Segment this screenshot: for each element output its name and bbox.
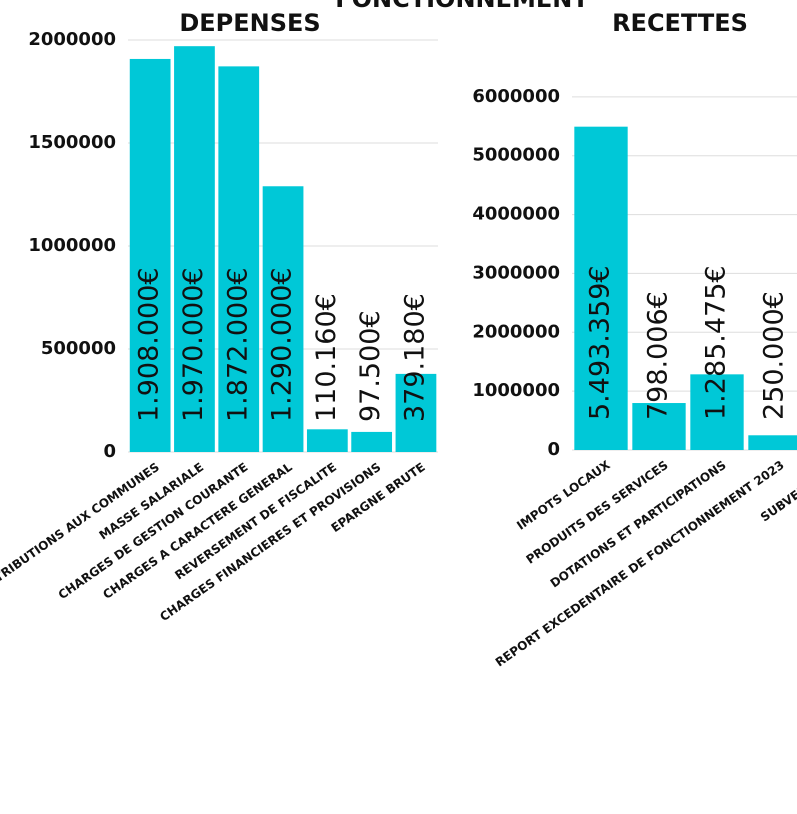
y-tick-label: 6000000 <box>472 86 560 107</box>
value-label: 798.006€ <box>643 291 674 420</box>
y-tick-label: 4000000 <box>472 204 560 225</box>
value-label: 110.160€ <box>311 293 342 422</box>
y-tick-label: 0 <box>547 439 560 460</box>
y-tick-label: 1500000 <box>28 132 116 153</box>
y-tick-label: 1000000 <box>472 380 560 401</box>
bar <box>306 429 348 452</box>
chart-title: RECETTES <box>612 9 748 37</box>
bar <box>574 126 628 451</box>
value-label: 1.285.475€ <box>701 265 732 420</box>
bar <box>262 186 304 452</box>
page-title: FONCTIONNEMENT <box>335 0 589 13</box>
y-tick-label: 2000000 <box>28 29 116 50</box>
value-label: 1.908.000€ <box>134 267 165 422</box>
bar <box>129 58 171 453</box>
bar <box>748 435 797 450</box>
y-tick-label: 2000000 <box>472 321 560 342</box>
bar <box>218 66 260 453</box>
bar <box>174 46 215 453</box>
value-label: 97.500€ <box>355 310 386 422</box>
bar <box>632 403 686 450</box>
value-label: 379.180€ <box>399 293 430 422</box>
value-label: 1.290.000€ <box>267 267 298 422</box>
chart-title: DEPENSES <box>179 9 320 37</box>
value-label: 250.000€ <box>759 291 790 420</box>
bar <box>690 374 744 450</box>
y-tick-label: 0 <box>103 441 116 462</box>
y-tick-label: 500000 <box>41 338 116 359</box>
y-tick-label: 5000000 <box>472 145 560 166</box>
bar <box>351 431 393 452</box>
x-tick-label: IMPOTS LOCAUX <box>514 457 613 532</box>
x-tick-label: REVERSEMENT DE FISCALITE <box>172 460 339 583</box>
y-tick-label: 1000000 <box>28 235 116 256</box>
bar <box>395 373 437 452</box>
value-label: 1.872.000€ <box>222 267 253 422</box>
value-label: 5.493.359€ <box>585 265 616 420</box>
y-tick-label: 3000000 <box>472 262 560 283</box>
value-label: 1.970.000€ <box>178 267 209 422</box>
